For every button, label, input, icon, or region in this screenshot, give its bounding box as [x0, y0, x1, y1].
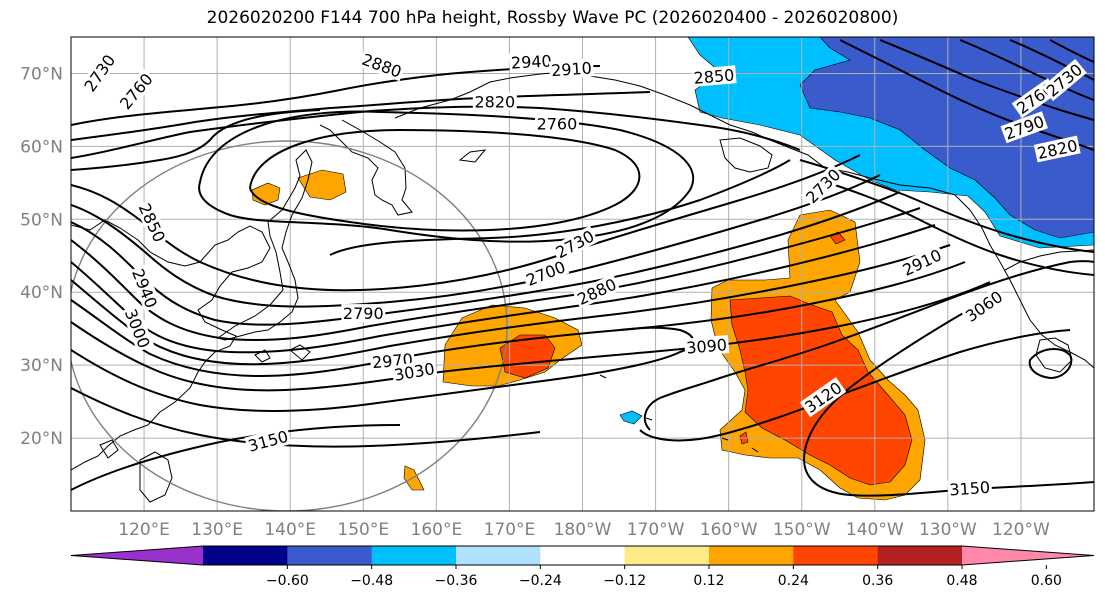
contour-label: 2940: [508, 51, 554, 73]
colorbar-tick-label: −0.12: [603, 573, 646, 589]
lat-tick-label: 50°N: [20, 210, 63, 230]
lon-tick-label: 160°E: [411, 520, 463, 540]
colorbar-tick-label: 0.24: [778, 573, 809, 589]
map-frame: [70, 36, 1095, 512]
lat-tick-label: 40°N: [20, 283, 63, 303]
colorbar-tick-label: 0.36: [862, 573, 893, 589]
lon-tick-label: 170°E: [484, 520, 536, 540]
contour-label-text: 2940: [510, 51, 552, 72]
colorbar-tick-label: −0.60: [266, 573, 309, 589]
contour-label: 3090: [683, 335, 730, 358]
longitude-axis: 120°E 130°E 140°E 150°E 160°E 170°E 180°W 170°W…: [118, 520, 1050, 540]
colorbar-segment: [709, 546, 794, 565]
colorbar-segment: [793, 546, 879, 565]
lon-tick-label: 120°E: [118, 520, 170, 540]
contour-label: 2790: [341, 304, 386, 323]
lon-tick-label: 160°W: [700, 520, 758, 540]
contour-label-text: 2850: [693, 65, 735, 87]
contour-label-text: 2820: [474, 93, 515, 112]
colorbar-tick-label: −0.48: [350, 573, 393, 589]
lon-tick-label: 140°W: [846, 520, 904, 540]
colorbar-tick-label: 0.12: [693, 573, 724, 589]
lon-tick-label: 140°E: [264, 520, 316, 540]
contour-label-text: 3090: [686, 335, 728, 357]
lon-tick-label: 130°W: [919, 520, 977, 540]
colorbar-extension-low: [71, 546, 203, 565]
colorbar-tick-label: 0.60: [1031, 573, 1062, 589]
contour-label-text: 2760: [537, 115, 578, 134]
contour-label-text: 3150: [949, 478, 991, 500]
colorbar-segment: [203, 546, 288, 565]
contour-label: 2910: [548, 58, 595, 80]
latitude-axis: 20°N 30°N 40°N 50°N 60°N 70°N: [20, 64, 63, 449]
contour-label: 2820: [472, 92, 517, 112]
lon-tick-label: 120°W: [992, 520, 1050, 540]
contour-label-text: 2910: [551, 58, 593, 80]
lat-tick-label: 20°N: [20, 429, 63, 449]
contour-label: 2850: [691, 65, 737, 88]
colorbar-segment: [287, 546, 373, 565]
contour-label: 2760: [534, 114, 579, 134]
colorbar-outline: [70, 545, 1095, 566]
colorbar-segment: [456, 546, 541, 565]
contour-label-text: 2790: [343, 304, 384, 323]
colorbar: −0.60 −0.48 −0.36 −0.24 −0.12 0.12 0.24 0.36 0.4…: [70, 545, 1095, 589]
colorbar-tick-label: 0.48: [946, 573, 977, 589]
lat-tick-label: 60°N: [20, 137, 63, 157]
colorbar-segment: [540, 546, 626, 565]
lat-tick-label: 70°N: [20, 64, 63, 84]
contour-label: 3150: [947, 477, 993, 500]
colorbar-segment: [371, 546, 457, 565]
colorbar-segment: [877, 546, 963, 565]
lon-tick-label: 150°E: [337, 520, 389, 540]
lon-tick-label: 150°W: [773, 520, 831, 540]
map-title: 2026020200 F144 700 hPa height, Rossby W…: [206, 8, 899, 28]
lon-tick-label: 180°W: [554, 520, 612, 540]
great-circle-ring: [71, 140, 508, 511]
lon-tick-label: 170°W: [627, 520, 685, 540]
lon-tick-label: 130°E: [191, 520, 243, 540]
colorbar-extension-high: [962, 546, 1094, 565]
colorbar-segment: [624, 546, 710, 565]
colorbar-tick-label: −0.36: [435, 573, 478, 589]
lat-tick-label: 30°N: [20, 356, 63, 376]
colorbar-tick-label: −0.24: [519, 573, 562, 589]
